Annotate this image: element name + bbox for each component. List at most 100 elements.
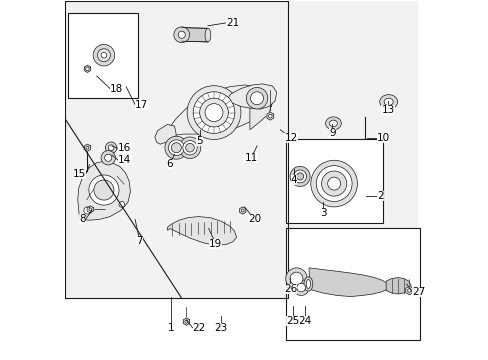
Circle shape [321, 171, 346, 196]
Circle shape [293, 170, 306, 183]
Circle shape [250, 92, 263, 105]
Ellipse shape [379, 95, 397, 109]
Text: 26: 26 [283, 284, 296, 294]
Polygon shape [87, 206, 93, 213]
Text: 23: 23 [214, 323, 227, 333]
Ellipse shape [305, 279, 310, 288]
Text: 13: 13 [381, 105, 394, 115]
Circle shape [327, 177, 340, 190]
Text: 22: 22 [192, 323, 205, 333]
Text: 21: 21 [225, 18, 239, 28]
Circle shape [199, 98, 228, 127]
Circle shape [187, 86, 241, 139]
Circle shape [101, 150, 115, 165]
Ellipse shape [204, 28, 210, 42]
Circle shape [289, 272, 303, 285]
Text: 4: 4 [290, 175, 297, 185]
Text: 9: 9 [328, 129, 335, 138]
Text: 24: 24 [298, 316, 311, 325]
Ellipse shape [384, 98, 392, 105]
Text: 11: 11 [244, 153, 257, 163]
Polygon shape [239, 207, 245, 214]
Polygon shape [179, 28, 207, 42]
Bar [285, 228, 419, 339]
Text: 16: 16 [118, 143, 131, 153]
Polygon shape [155, 125, 176, 144]
Text: 25: 25 [285, 316, 299, 325]
Text: 7: 7 [136, 236, 143, 246]
Circle shape [184, 320, 187, 323]
Circle shape [86, 146, 89, 149]
Text: 1: 1 [167, 323, 174, 333]
Polygon shape [84, 65, 90, 72]
Text: 27: 27 [411, 287, 425, 297]
Circle shape [89, 175, 119, 205]
Circle shape [193, 92, 234, 134]
Circle shape [241, 209, 244, 212]
Circle shape [293, 280, 308, 296]
Text: 5: 5 [196, 136, 203, 146]
Polygon shape [405, 286, 412, 295]
Ellipse shape [303, 277, 312, 291]
Polygon shape [266, 112, 273, 120]
Text: 6: 6 [166, 159, 173, 169]
Circle shape [89, 208, 92, 211]
Text: 14: 14 [118, 155, 131, 165]
Text: 18: 18 [110, 84, 123, 94]
Ellipse shape [329, 120, 337, 127]
Text: 12: 12 [284, 133, 297, 143]
Text: 19: 19 [209, 239, 222, 249]
Circle shape [174, 27, 189, 42]
Circle shape [407, 289, 410, 292]
Polygon shape [249, 94, 273, 130]
Text: 8: 8 [79, 214, 86, 224]
Circle shape [97, 49, 110, 62]
Polygon shape [167, 217, 236, 245]
Polygon shape [78, 161, 130, 220]
Circle shape [316, 166, 351, 202]
Polygon shape [386, 278, 410, 294]
Text: 10: 10 [376, 133, 389, 143]
Circle shape [183, 140, 197, 155]
Text: 15: 15 [73, 168, 86, 179]
Polygon shape [84, 144, 90, 151]
Circle shape [296, 173, 303, 180]
Text: 17: 17 [135, 100, 148, 110]
Circle shape [85, 67, 89, 71]
Text: 3: 3 [320, 208, 326, 218]
Circle shape [93, 44, 115, 66]
Polygon shape [75, 19, 121, 92]
Circle shape [119, 202, 124, 207]
Circle shape [204, 104, 223, 122]
Circle shape [104, 154, 112, 161]
Circle shape [285, 268, 306, 289]
Circle shape [178, 31, 185, 39]
Circle shape [246, 87, 267, 109]
Bar [285, 139, 382, 223]
Polygon shape [308, 268, 386, 297]
Text: 2: 2 [376, 191, 383, 201]
Circle shape [108, 145, 114, 150]
Circle shape [168, 140, 184, 156]
Bar [68, 13, 138, 98]
Circle shape [362, 141, 366, 145]
Circle shape [83, 207, 91, 214]
Polygon shape [80, 22, 99, 87]
Circle shape [268, 114, 271, 118]
Polygon shape [361, 139, 367, 147]
Circle shape [289, 166, 309, 186]
Circle shape [171, 143, 181, 153]
Circle shape [164, 136, 187, 159]
Polygon shape [183, 318, 189, 325]
Circle shape [94, 180, 114, 200]
Polygon shape [228, 84, 276, 109]
Text: 20: 20 [247, 215, 261, 224]
Circle shape [105, 142, 117, 153]
Circle shape [296, 283, 305, 292]
Polygon shape [159, 85, 273, 144]
Circle shape [310, 160, 357, 207]
Circle shape [101, 52, 106, 58]
Circle shape [185, 143, 194, 152]
Polygon shape [92, 47, 117, 72]
Polygon shape [65, 1, 416, 298]
